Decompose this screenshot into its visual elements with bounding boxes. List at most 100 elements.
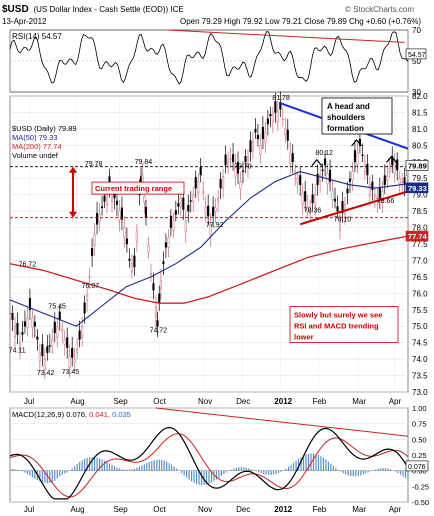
candle-body xyxy=(28,298,31,311)
range-arrow-down xyxy=(69,211,77,218)
month-label-top: Mar xyxy=(352,397,366,406)
month-label-top: Jul xyxy=(24,397,34,406)
price-tick-label: 82.0 xyxy=(412,92,428,101)
candle-body xyxy=(71,348,74,358)
chart-date: 13-Apr-2012 xyxy=(2,17,47,26)
macd-legend: MACD(12,26,9) 0.076, 0.041, 0.035 xyxy=(12,410,131,419)
candle-body xyxy=(172,220,175,231)
candle-body xyxy=(130,263,133,272)
candle-body xyxy=(236,162,240,174)
candle-body xyxy=(266,118,269,125)
watermark: © StockCharts.com xyxy=(345,5,414,14)
candle-body xyxy=(217,197,220,202)
candle-body xyxy=(393,161,396,174)
candle-body xyxy=(391,156,394,166)
candle-body xyxy=(309,210,312,214)
candle-body xyxy=(321,169,324,171)
month-label-bottom: Mar xyxy=(352,505,366,514)
candle-body xyxy=(56,325,59,338)
rsi-last-box xyxy=(405,48,427,60)
candle-body xyxy=(63,339,66,345)
range-annotation-box xyxy=(91,181,185,195)
candle-body xyxy=(209,224,212,236)
candle-body xyxy=(76,348,79,353)
candle-body xyxy=(368,184,371,197)
candle-body xyxy=(36,336,39,340)
price-label: 78.10 xyxy=(334,216,352,223)
candle-body xyxy=(23,321,26,327)
candle-body xyxy=(18,342,21,351)
trend-annotation-box xyxy=(289,306,399,343)
candle-body xyxy=(314,194,317,207)
candle-body xyxy=(11,312,14,320)
candle-body xyxy=(100,206,104,209)
candle-body xyxy=(48,345,51,347)
month-label-top: Apr xyxy=(389,397,402,406)
candle-body xyxy=(46,346,49,353)
candle-body xyxy=(336,206,339,212)
price-tick-label: 79.0 xyxy=(412,191,428,200)
candle-body xyxy=(378,187,381,199)
month-label-bottom: Aug xyxy=(70,505,84,514)
rsi-last-label: 54.57 xyxy=(408,52,426,59)
candle-body xyxy=(41,344,44,357)
candle-body xyxy=(187,204,190,212)
candle-body xyxy=(398,177,401,185)
price-tick-label: 78.0 xyxy=(412,224,428,233)
candle-body xyxy=(311,194,314,204)
candle-body xyxy=(324,158,327,166)
instrument-title: (US Dollar Index - Cash Settle (EOD)) IC… xyxy=(33,5,183,14)
month-label-bottom: Oct xyxy=(153,505,166,514)
price-label: 76.72 xyxy=(19,262,37,269)
candle-body xyxy=(319,174,322,182)
candle-body xyxy=(259,145,262,155)
month-label-bottom: Dec xyxy=(236,505,250,514)
macd-legend-label: MACD(12,26,9) xyxy=(12,410,66,419)
candle-body xyxy=(286,129,289,141)
rsi-tick-label: 30 xyxy=(412,88,421,97)
candle-body xyxy=(91,248,94,256)
candle-body xyxy=(128,258,131,261)
candle-body xyxy=(227,161,230,168)
candle-body xyxy=(167,237,170,248)
candle-body xyxy=(261,127,264,140)
candle-body xyxy=(81,325,84,338)
rsi-panel: 30 50 70 RSI(14) 54.57 54.57 xyxy=(9,26,427,97)
price-label: 78.36 xyxy=(304,208,322,215)
candle-body xyxy=(125,238,128,245)
candle-body xyxy=(363,164,366,173)
candle-body xyxy=(289,151,292,164)
macd-last-label: 0.076 xyxy=(408,464,426,471)
shoulder-marker xyxy=(311,158,323,167)
range-arrow-up xyxy=(69,166,77,173)
candle-body xyxy=(207,205,210,217)
price-tick-label: 75.5 xyxy=(412,306,428,315)
price-last-label: 79.89 xyxy=(408,161,427,170)
candle-body xyxy=(338,220,342,231)
shoulder-marker xyxy=(351,139,363,147)
price-tick-label: 78.5 xyxy=(412,207,428,216)
price-legend-entry: $USD (Daily) 79.89 xyxy=(12,124,77,133)
price-tick-label: 74.0 xyxy=(412,355,428,364)
macd-legend-signal: 0.041, xyxy=(89,410,112,419)
macd-legend-hist: 0.035 xyxy=(112,410,131,419)
candle-body xyxy=(251,141,254,152)
price-label: 78.66 xyxy=(377,198,395,205)
price-panel: 73.0 73.5 74.0 74.5 75.0 75.5 76.0 76.5 77.0 77.5… xyxy=(9,91,429,397)
candle-body xyxy=(316,173,319,186)
candle-body xyxy=(219,179,222,189)
ma200-line xyxy=(9,235,409,304)
candle-body xyxy=(276,110,279,122)
month-label-top: Dec xyxy=(236,397,250,406)
price-tick-label: 80.5 xyxy=(412,141,428,150)
candle-body xyxy=(53,321,56,334)
price-last-label: 79.33 xyxy=(408,184,427,193)
candle-body xyxy=(264,131,267,143)
price-tick-label: 79.5 xyxy=(412,174,428,183)
candle-body xyxy=(229,158,232,160)
candle-body xyxy=(281,118,284,121)
month-label-top: Aug xyxy=(70,397,84,406)
price-tick-label: 81.5 xyxy=(412,108,428,117)
candle-body xyxy=(83,302,86,314)
rsi-legend: RSI(14) 54.57 xyxy=(12,32,62,41)
